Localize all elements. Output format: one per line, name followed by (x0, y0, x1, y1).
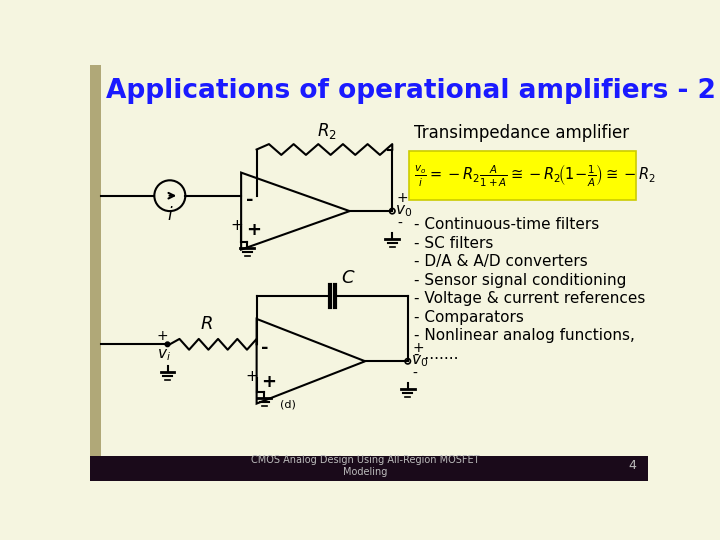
Text: - D/A & A/D converters: - D/A & A/D converters (414, 254, 588, 269)
Text: - Nonlinear analog functions,: - Nonlinear analog functions, (414, 328, 635, 343)
Text: -: - (246, 191, 253, 208)
Text: +: + (261, 373, 276, 391)
Text: +: + (246, 221, 261, 239)
Text: $v_i$: $v_i$ (158, 347, 171, 363)
Text: (d): (d) (280, 400, 296, 409)
FancyBboxPatch shape (408, 151, 636, 200)
Text: +: + (230, 218, 243, 233)
Text: C: C (341, 269, 354, 287)
Text: $\frac{v_o}{i} = -R_2\frac{A}{1+A} \cong -R_2\!\left(1\!-\!\frac{1}{A}\right) \c: $\frac{v_o}{i} = -R_2\frac{A}{1+A} \cong… (414, 163, 656, 188)
Text: Transimpedance amplifier: Transimpedance amplifier (414, 124, 629, 142)
Bar (90, 65, 101, 457)
Text: Applications of operational amplifiers - 2: Applications of operational amplifiers -… (106, 78, 716, 104)
Text: $v_0$: $v_0$ (395, 203, 413, 219)
Text: CMOS Analog Design Using All-Region MOSFET
Modeling: CMOS Analog Design Using All-Region MOSF… (251, 455, 480, 477)
Text: +: + (397, 191, 408, 205)
Circle shape (165, 342, 170, 347)
Text: $R_2$: $R_2$ (317, 120, 336, 140)
Text: $v_0$: $v_0$ (411, 353, 428, 369)
Text: - Continuous-time filters: - Continuous-time filters (414, 217, 599, 232)
Text: i: i (168, 206, 172, 224)
Text: - Sensor signal conditioning: - Sensor signal conditioning (414, 273, 626, 288)
Text: +: + (246, 369, 258, 384)
Text: +: + (413, 341, 424, 355)
Text: - Voltage & current references: - Voltage & current references (414, 291, 645, 306)
Text: 4: 4 (629, 460, 636, 472)
Text: R: R (200, 315, 213, 333)
Text: -: - (261, 339, 269, 357)
Text: -: - (413, 367, 418, 381)
Text: - .......: - ....... (414, 347, 459, 362)
Text: -: - (397, 217, 402, 231)
Text: +: + (157, 329, 168, 343)
Text: - Comparators: - Comparators (414, 309, 524, 325)
Bar (90, 456, 648, 481)
Text: - SC filters: - SC filters (414, 236, 493, 251)
